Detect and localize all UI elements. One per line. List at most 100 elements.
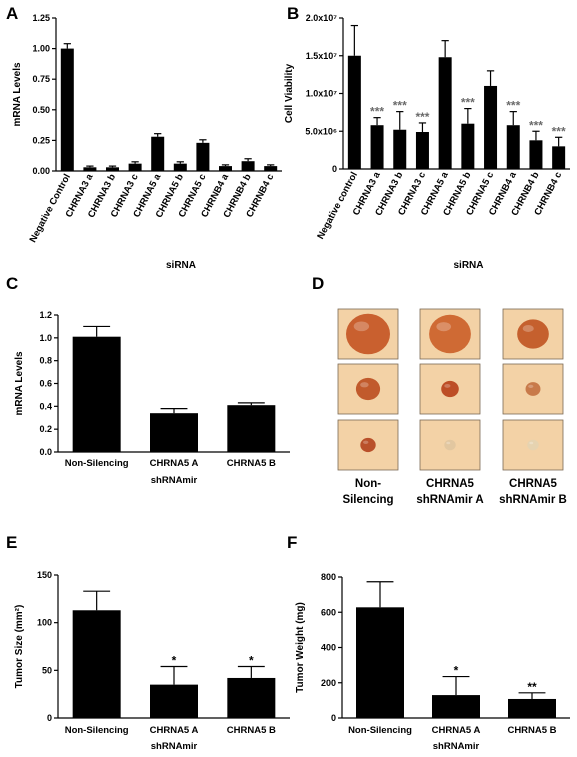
tumor-column-label: CHRNA5 <box>509 478 558 490</box>
tumor-highlight <box>528 384 534 389</box>
tumor <box>444 439 456 451</box>
x-tick-label: CHRNA5 A <box>150 725 199 736</box>
x-tick-label: Non-Silencing <box>65 725 129 736</box>
bar <box>72 610 121 718</box>
bar <box>150 413 198 452</box>
tumor <box>441 380 459 398</box>
y-tick-label: 0.2 <box>39 424 52 434</box>
tumor <box>527 439 539 451</box>
significance-marker: *** <box>552 124 566 138</box>
chart-f-tumor-weight: 0 200 400 600 800 Tumor Weight (mg) Non-Silenc… <box>295 572 570 752</box>
y-tick-label: 200 <box>321 678 336 688</box>
tumor-highlight <box>353 321 370 332</box>
significance-marker: *** <box>393 99 407 113</box>
panel-label-a: A <box>6 4 18 23</box>
y-tick-label: 0.6 <box>39 379 52 389</box>
bar <box>484 85 498 169</box>
bar <box>370 125 384 169</box>
bar <box>128 163 142 171</box>
x-axis-label: shRNAmir <box>151 475 198 486</box>
tumor-highlight <box>360 382 369 388</box>
tumor-highlight <box>529 441 534 445</box>
x-axis-label: shRNAmir <box>151 741 198 752</box>
bar <box>393 129 407 169</box>
y-axis-label: Tumor Size (mm²) <box>14 605 25 689</box>
x-tick-label: CHRNA5 B <box>227 725 276 736</box>
y-tick-label: 0.4 <box>39 401 52 411</box>
bar <box>173 163 187 171</box>
bar <box>415 132 429 169</box>
significance-marker: ** <box>527 680 537 694</box>
y-tick-label: 0.00 <box>32 166 50 176</box>
bar <box>508 698 556 718</box>
tumor <box>346 313 390 355</box>
tumor <box>517 319 549 349</box>
panel-label-f: F <box>287 533 297 552</box>
bar <box>106 167 119 171</box>
tumor-column-label: Silencing <box>342 494 393 506</box>
significance-marker: * <box>249 654 254 668</box>
x-axis-label: shRNAmir <box>433 741 480 752</box>
x-tick-label: CHRNA5 A <box>432 725 481 736</box>
panel-d-tumor-photos: Non- Silencing CHRNA5 shRNAmir A CHRNA5 shRNA… <box>337 308 567 506</box>
y-tick-label: 0.50 <box>32 105 50 115</box>
tumor <box>525 382 541 396</box>
y-tick-label: 0 <box>331 713 336 723</box>
panel-label-c: C <box>6 274 18 293</box>
tumor <box>429 314 471 354</box>
tumor-column-label: Non- <box>355 478 381 490</box>
panel-label-e: E <box>6 533 17 552</box>
tumor <box>355 377 381 401</box>
bar <box>150 684 198 718</box>
bar <box>151 136 165 171</box>
y-tick-label: 100 <box>37 618 52 628</box>
x-tick-label: CHRNA5 B <box>507 725 556 736</box>
bar <box>432 695 480 718</box>
tumor-highlight <box>522 324 534 332</box>
bar <box>227 677 276 718</box>
bar <box>347 55 361 169</box>
significance-marker: * <box>454 664 459 678</box>
x-axis-label: siRNA <box>453 260 483 271</box>
panel-label-d: D <box>312 274 324 293</box>
bar <box>219 166 232 171</box>
tumor-highlight <box>446 441 451 445</box>
bar <box>227 405 276 452</box>
y-tick-label: 2.0x10⁷ <box>306 13 338 23</box>
tumor-column-label: CHRNA5 <box>426 478 475 490</box>
y-tick-label: 0 <box>47 713 52 723</box>
y-tick-label: 0.25 <box>32 135 50 145</box>
x-tick-label: Non-Silencing <box>65 458 129 469</box>
bar <box>506 125 520 169</box>
y-tick-label: 1.25 <box>32 13 50 23</box>
bar <box>83 167 97 171</box>
significance-marker: * <box>172 654 177 668</box>
bar <box>241 161 255 171</box>
y-tick-label: 1.0 <box>39 333 52 343</box>
chart-b-cell-viability: 0 5.0x10⁶ 1.0x10⁷ 1.5x10⁷ 2.0x10⁷ Cell Viabil… <box>284 13 570 271</box>
y-tick-label: 0.8 <box>39 356 52 366</box>
y-tick-label: 1.2 <box>39 310 52 320</box>
tumor-column-label: shRNAmir A <box>416 494 483 506</box>
x-tick-label: CHRNA5 A <box>150 458 199 469</box>
x-tick-label: Non-Silencing <box>348 725 412 736</box>
bar <box>264 166 278 171</box>
y-tick-label: 5.0x10⁶ <box>305 126 337 136</box>
y-tick-label: 0.75 <box>32 74 50 84</box>
tumor-highlight <box>362 440 369 444</box>
significance-marker: *** <box>370 105 384 119</box>
tumor-column-label: shRNAmir B <box>499 494 567 506</box>
y-axis-label: Tumor Weight (mg) <box>295 602 306 693</box>
panel-label-b: B <box>287 4 299 23</box>
y-tick-label: 800 <box>321 572 336 582</box>
y-tick-label: 150 <box>37 570 52 580</box>
bar <box>438 57 452 170</box>
tumor <box>360 437 376 453</box>
significance-marker: *** <box>461 96 475 110</box>
y-tick-label: 1.0x10⁷ <box>306 89 338 99</box>
y-tick-label: 600 <box>321 607 336 617</box>
chart-c-mrna-shrnamir: 0.0 0.2 0.4 0.6 0.8 1.0 1.2 mRNA Levels Non-Sile… <box>14 310 290 486</box>
x-tick-label: CHRNA5 B <box>227 458 276 469</box>
